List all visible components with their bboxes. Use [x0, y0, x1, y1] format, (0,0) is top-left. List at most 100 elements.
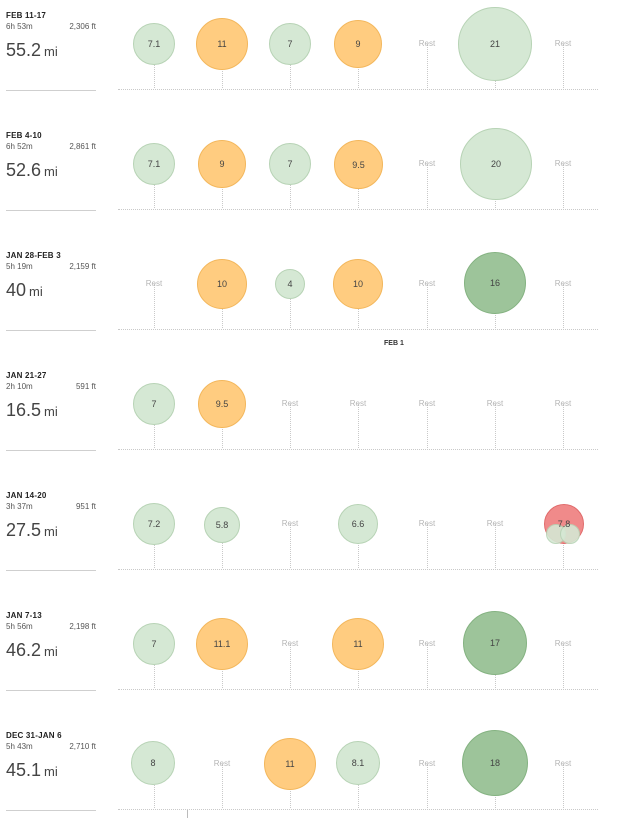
week-distance-unit: mi — [44, 524, 58, 539]
week-row[interactable]: JAN 28-FEB 3 5h 19m 2,159 ft 40 mi Rest 1… — [0, 240, 622, 360]
run-bubble[interactable]: 18 — [462, 730, 528, 796]
day-stem — [427, 644, 428, 688]
day-stem — [222, 764, 223, 808]
run-bubble[interactable]: 10 — [197, 259, 247, 309]
run-bubble[interactable]: 9.5 — [198, 380, 246, 428]
week-distance: 16.5 mi — [6, 400, 58, 421]
run-bubble[interactable]: 8.1 — [336, 741, 380, 785]
run-bubble[interactable]: 7.2 — [133, 503, 175, 545]
run-bubble[interactable]: 7 — [133, 383, 175, 425]
day-stem — [358, 524, 359, 568]
month-marker: FEB 1 — [384, 340, 404, 347]
week-distance-unit: mi — [44, 44, 58, 59]
day-stem — [290, 44, 291, 88]
rest-day-label: Rest — [418, 759, 436, 768]
day-stem — [358, 764, 359, 808]
run-bubble[interactable]: 16 — [464, 252, 526, 314]
week-elevation: 2,861 ft — [69, 142, 96, 151]
day-stem — [154, 644, 155, 688]
divider — [6, 570, 96, 571]
run-bubble[interactable]: 7 — [269, 23, 311, 65]
week-row[interactable]: JAN 7-13 5h 56m 2,198 ft 46.2 mi 7 11.1 R… — [0, 600, 622, 720]
week-range: DEC 31-JAN 6 — [6, 731, 62, 740]
week-time: 5h 43m — [6, 742, 33, 751]
run-bubble[interactable]: 11 — [264, 738, 316, 790]
week-time: 3h 37m — [6, 502, 33, 511]
week-summary: JAN 14-20 3h 37m 951 ft 27.5 mi — [6, 480, 96, 580]
week-time: 5h 19m — [6, 262, 33, 271]
week-distance-unit: mi — [29, 284, 43, 299]
day-stem — [563, 164, 564, 208]
run-bubble[interactable]: 9.5 — [334, 140, 383, 189]
week-range: FEB 11-17 — [6, 11, 47, 20]
week-distance: 52.6 mi — [6, 160, 58, 181]
rest-day-label: Rest — [281, 399, 299, 408]
week-distance-unit: mi — [44, 164, 58, 179]
run-bubble[interactable]: 10 — [333, 259, 383, 309]
run-bubble[interactable]: 11 — [332, 618, 384, 670]
run-bubble[interactable]: 7 — [133, 623, 175, 665]
day-stem — [290, 404, 291, 448]
run-bubble[interactable]: 8 — [131, 741, 175, 785]
week-distance: 45.1 mi — [6, 760, 58, 781]
week-range: JAN 28-FEB 3 — [6, 251, 61, 260]
week-summary: FEB 11-17 6h 53m 2,306 ft 55.2 mi — [6, 0, 96, 100]
divider — [6, 210, 96, 211]
day-stem — [495, 524, 496, 568]
week-row[interactable]: JAN 21-27 2h 10m 591 ft 16.5 mi 7 9.5 Res… — [0, 360, 622, 480]
week-elevation: 2,159 ft — [69, 262, 96, 271]
rest-day-label: Rest — [418, 399, 436, 408]
run-bubble[interactable]: 7 — [269, 143, 311, 185]
run-bubble[interactable]: 21 — [458, 7, 532, 81]
day-stem — [563, 644, 564, 688]
day-stem — [427, 164, 428, 208]
week-summary: JAN 28-FEB 3 5h 19m 2,159 ft 40 mi — [6, 240, 96, 340]
day-stem — [427, 44, 428, 88]
week-distance: 55.2 mi — [6, 40, 58, 61]
day-stem — [154, 764, 155, 808]
week-row[interactable]: FEB 11-17 6h 53m 2,306 ft 55.2 mi 7.1 11 … — [0, 0, 622, 120]
day-stem — [154, 164, 155, 208]
run-bubble[interactable]: 7.1 — [133, 23, 175, 65]
day-stem — [495, 404, 496, 448]
run-bubble[interactable]: 5.8 — [204, 507, 240, 543]
day-stem — [290, 164, 291, 208]
day-stem — [427, 524, 428, 568]
week-row[interactable]: JAN 14-20 3h 37m 951 ft 27.5 mi 7.2 5.8 R… — [0, 480, 622, 600]
run-bubble-small[interactable] — [560, 524, 580, 544]
divider — [6, 450, 96, 451]
week-row[interactable]: FEB 4-10 6h 52m 2,861 ft 52.6 mi 7.1 9 7 … — [0, 120, 622, 240]
day-stem — [427, 764, 428, 808]
run-bubble[interactable]: 4 — [275, 269, 305, 299]
run-bubble[interactable]: 6.6 — [338, 504, 378, 544]
run-bubble[interactable]: 11 — [196, 18, 248, 70]
divider — [6, 690, 96, 691]
run-bubble[interactable]: 7.1 — [133, 143, 175, 185]
day-stem — [154, 524, 155, 568]
week-axis — [118, 329, 598, 330]
day-stem — [563, 404, 564, 448]
rest-day-label: Rest — [554, 639, 572, 648]
run-bubble-label: 7.8 — [557, 519, 571, 529]
day-stem — [290, 524, 291, 568]
week-time: 6h 52m — [6, 142, 33, 151]
week-distance-value: 27.5 — [6, 520, 42, 540]
day-stem — [290, 644, 291, 688]
run-bubble[interactable]: 11.1 — [196, 618, 248, 670]
week-distance-unit: mi — [44, 644, 58, 659]
week-elevation: 951 ft — [75, 502, 96, 511]
rest-day-label: Rest — [213, 759, 231, 768]
run-bubble[interactable]: 9 — [334, 20, 382, 68]
week-range: JAN 21-27 — [6, 371, 47, 380]
day-stem — [222, 524, 223, 568]
day-stem — [427, 284, 428, 328]
week-summary: JAN 7-13 5h 56m 2,198 ft 46.2 mi — [6, 600, 96, 700]
run-bubble[interactable]: 9 — [198, 140, 246, 188]
run-bubble[interactable]: 20 — [460, 128, 532, 200]
week-distance-value: 40 — [6, 280, 27, 300]
day-stem — [563, 524, 564, 568]
rest-day-label: Rest — [554, 759, 572, 768]
week-elevation: 591 ft — [75, 382, 96, 391]
run-bubble[interactable]: 17 — [463, 611, 527, 675]
week-row[interactable]: DEC 31-JAN 6 5h 43m 2,710 ft 45.1 mi 8 Re… — [0, 720, 622, 840]
